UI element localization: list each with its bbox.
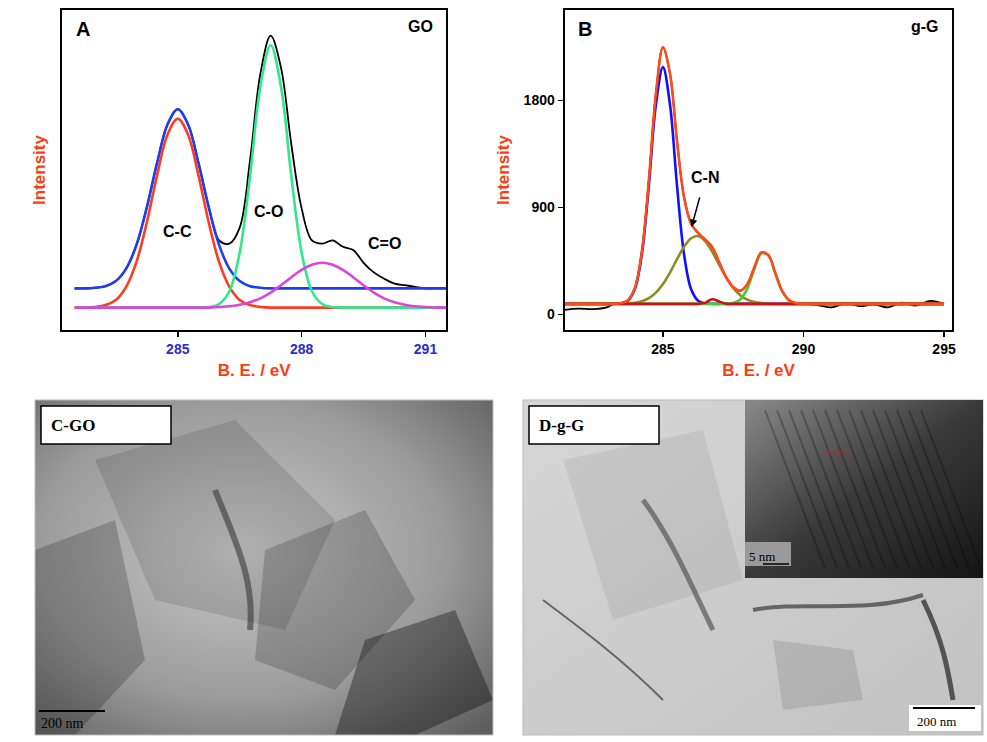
svg-text:C=O: C=O [368,235,401,252]
svg-text:GO: GO [408,18,433,35]
svg-text:900: 900 [531,199,555,215]
svg-text:C-O: C-O [254,203,283,220]
svg-text:B. E. / eV: B. E. / eV [722,361,795,380]
svg-text:285: 285 [651,341,675,357]
svg-text:B. E. / eV: B. E. / eV [218,361,291,380]
svg-text:288: 288 [290,341,314,357]
svg-text:C-N: C-N [691,169,719,186]
svg-text:200 nm: 200 nm [917,714,956,729]
svg-text:0: 0 [547,306,555,322]
svg-text:290: 290 [792,341,816,357]
svg-text:5 nm: 5 nm [749,549,775,564]
svg-text:Intensity: Intensity [494,135,513,205]
svg-text:295: 295 [932,341,956,357]
svg-text:200 nm: 200 nm [41,716,84,731]
svg-text:g-G: g-G [911,18,939,35]
svg-text:A: A [76,18,90,40]
svg-text:1800: 1800 [524,92,555,108]
svg-text:Intensity: Intensity [30,135,49,205]
svg-text:C-C: C-C [163,223,192,240]
svg-text:D-g-G: D-g-G [539,416,584,435]
svg-text:C-GO: C-GO [51,416,95,435]
svg-text:B: B [578,18,592,40]
svg-text:285: 285 [166,341,190,357]
svg-text:291: 291 [414,341,438,357]
